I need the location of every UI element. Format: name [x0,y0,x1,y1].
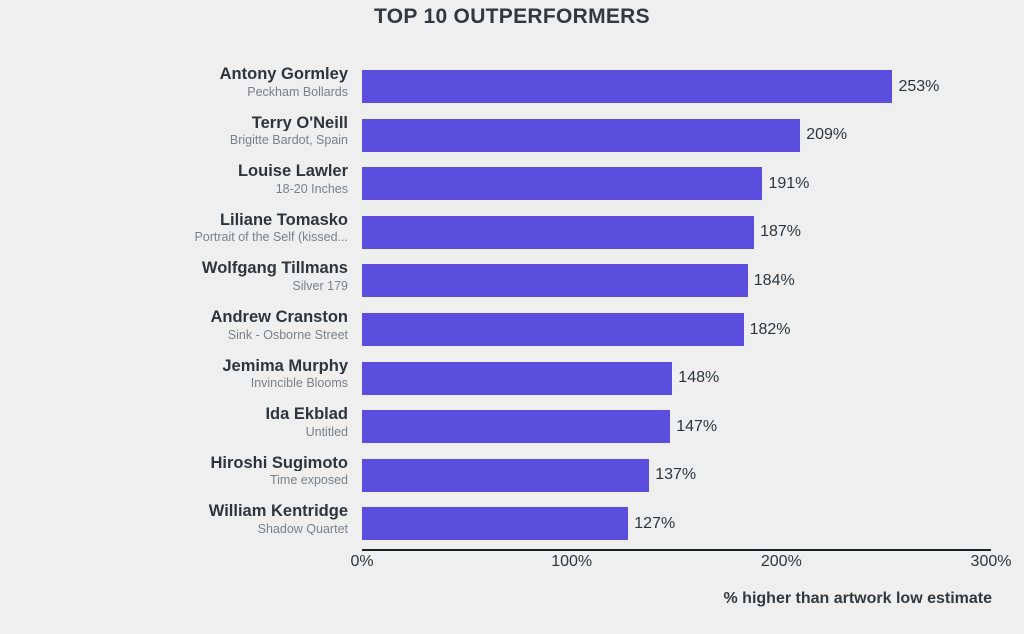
bar-row-labels: Hiroshi Sugimoto Time exposed [88,454,349,487]
bar[interactable] [362,458,650,492]
artist-name: Liliane Tomasko [219,211,348,229]
bar[interactable] [362,215,755,249]
x-axis-tick-label: 200% [760,553,802,570]
bar-track: 253% [362,70,992,103]
artist-name: Andrew Cranston [210,309,348,326]
artwork-title: Untitled [305,425,348,439]
bar-value-label: 191% [768,174,810,192]
bar-row[interactable]: Jemima Murphy Invincible Blooms 148% [0,358,1024,407]
bar-row-labels: Louise Lawler 18-20 Inches [88,163,348,195]
bar-track: 191% [362,167,992,201]
bar-row-labels: Antony Gormley Peckham Bollards [88,66,348,98]
bar-row[interactable]: Ida Ekblad Untitled 147% [0,406,1024,455]
bar-value-label: 127% [634,514,676,532]
bar-track: 137% [362,458,992,492]
bar-track: 184% [362,264,992,298]
bar-row-labels: Liliane Tomasko Portrait of the Self (kis… [88,212,348,244]
bar[interactable] [362,70,893,103]
bar[interactable] [362,410,671,444]
bar-track: 209% [362,118,992,152]
bar-value-label: 182% [749,320,791,338]
artist-name: Antony Gormley [219,66,348,83]
bar[interactable] [362,507,629,541]
artwork-title: 18-20 Inches [275,182,348,196]
bar-track: 182% [362,313,992,346]
x-axis-tick-label: 100% [551,553,593,570]
bar-row-labels: Ida Ekblad Untitled [88,406,348,438]
bar-row-labels: Wolfgang Tillmans Silver 179 [88,260,348,292]
x-axis-tick-label: 0% [350,553,374,570]
artwork-title: Time exposed [269,474,348,487]
chart-title: TOP 10 OUTPERFORMERS [374,5,650,28]
artist-name: Jemima Murphy [222,357,348,375]
artwork-title: Shadow Quartet [257,522,348,536]
artwork-title: Silver 179 [292,279,348,293]
artist-name: Wolfgang Tillmans [201,260,348,277]
bar-track: 187% [362,215,992,249]
bar-value-label: 148% [678,369,720,387]
bar-track: 148% [362,361,992,395]
bar-track: 127% [362,507,992,541]
bar[interactable] [362,264,748,298]
bar[interactable] [362,313,744,346]
bar-value-label: 187% [760,223,801,241]
bar-row-labels: Andrew Cranston Sink - Osborne Street [88,309,348,341]
bar[interactable] [362,118,801,152]
x-axis-caption: % higher than artwork low estimate [723,590,993,607]
bar-row[interactable]: Terry O'Neill Brigitte Bardot, Spain 209% [0,115,1024,164]
artwork-title: Peckham Bollards [247,85,348,98]
x-axis-tick-label: 300% [970,553,1012,570]
bar-row[interactable]: Louise Lawler 18-20 Inches 191% [0,163,1024,212]
artwork-title: Portrait of the Self (kissed... [194,231,348,244]
bar-row[interactable]: Hiroshi Sugimoto Time exposed 137% [0,455,1024,504]
bar-value-label: 184% [753,271,795,289]
artwork-title: Brigitte Bardot, Spain [229,134,348,147]
bar-row-labels: William Kentridge Shadow Quartet [88,503,348,535]
artist-name: William Kentridge [208,503,348,520]
bar-row[interactable]: Wolfgang Tillmans Silver 179 184% [0,260,1024,309]
bar-value-label: 137% [655,466,697,484]
bar-value-label: 209% [806,126,848,144]
bar-value-label: 147% [676,417,718,435]
bar[interactable] [362,167,763,201]
bar-value-label: 253% [898,77,940,95]
bar-row-labels: Terry O'Neill Brigitte Bardot, Spain [88,115,348,147]
bar[interactable] [362,361,673,395]
bar-row[interactable]: Andrew Cranston Sink - Osborne Street 182% [0,309,1024,358]
artist-name: Terry O'Neill [251,114,348,132]
artwork-title: Sink - Osborne Street [227,328,348,341]
x-axis-line [362,549,991,551]
artist-name: Louise Lawler [237,163,348,180]
bar-track: 147% [362,410,992,444]
bar-row[interactable]: William Kentridge Shadow Quartet 127% [0,503,1024,552]
bar-row-labels: Jemima Murphy Invincible Blooms [88,358,348,390]
bar-row[interactable]: Antony Gormley Peckham Bollards 253% [0,66,1024,115]
artist-name: Hiroshi Sugimoto [210,454,349,472]
bar-row[interactable]: Liliane Tomasko Portrait of the Self (kis… [0,212,1024,261]
artist-name: Ida Ekblad [265,406,348,423]
artwork-title: Invincible Blooms [250,377,348,390]
plot-area: Antony Gormley Peckham Bollards 253% Terry … [0,58,1024,548]
